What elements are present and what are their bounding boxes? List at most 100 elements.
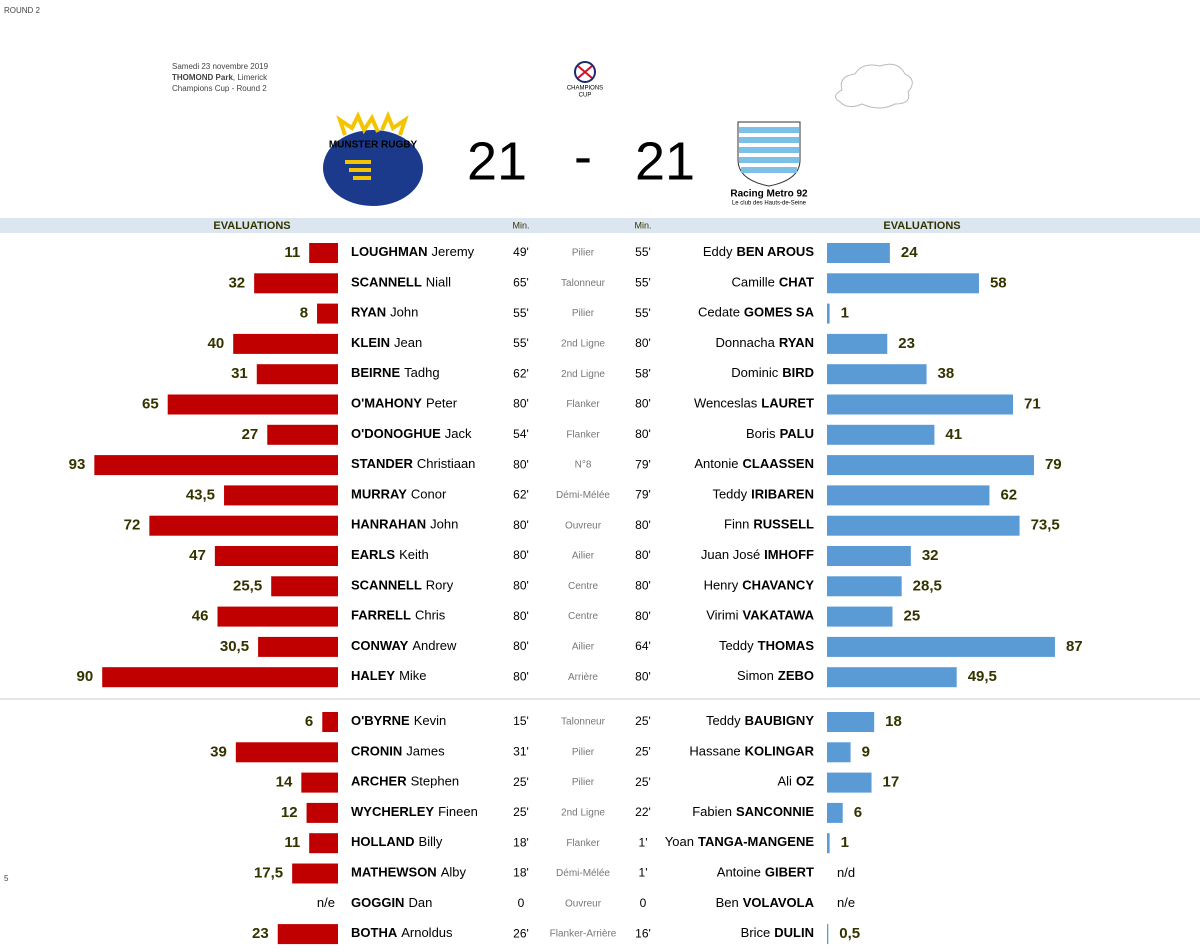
home-player-name: SCANNELL Niall — [351, 275, 451, 290]
rating-bar — [827, 833, 830, 854]
rating-label: 12 — [281, 804, 298, 821]
first-name: Rory — [426, 578, 454, 593]
weather-icon — [835, 63, 913, 109]
rating-bar — [827, 772, 872, 793]
first-name: Keith — [399, 547, 429, 562]
rating-label: 72 — [124, 517, 141, 534]
first-name: Boris — [746, 426, 776, 441]
first-name: Jeremy — [432, 244, 475, 259]
rating-bar — [827, 802, 843, 823]
last-name: CHAT — [779, 275, 814, 290]
last-name: KOLINGAR — [745, 744, 815, 759]
first-name: John — [390, 305, 418, 320]
rating-bar — [317, 303, 338, 324]
position: Ailier — [572, 551, 595, 562]
minutes: 64' — [635, 639, 651, 653]
venue-city: , Limerick — [233, 73, 268, 82]
minutes: 80' — [513, 548, 529, 562]
rating-label: 31 — [231, 365, 248, 382]
last-name: LAURET — [761, 396, 814, 411]
minutes: 55' — [635, 275, 651, 289]
competition: Champions Cup - Round 2 — [172, 84, 267, 93]
rating-bar — [322, 712, 338, 732]
home-player-name: STANDER Christiaan — [351, 457, 475, 472]
minutes: 80' — [635, 427, 651, 441]
rating-label: 58 — [990, 274, 1007, 291]
column-header: Min. — [512, 220, 529, 230]
home-logo-text: MUNSTER RUGBY — [329, 140, 418, 151]
first-name: Juan José — [701, 547, 760, 562]
first-name: James — [406, 744, 445, 759]
first-name: Cedate — [698, 305, 740, 320]
away-player-name: Cedate GOMES SA — [698, 305, 815, 320]
rating-label: n/e — [317, 895, 335, 910]
rating-label: 17 — [883, 774, 900, 791]
position: Talonneur — [561, 278, 606, 289]
last-name: MURRAY — [351, 487, 407, 502]
minutes: 80' — [513, 609, 529, 623]
last-name: PALU — [780, 426, 814, 441]
first-name: Alby — [441, 865, 467, 880]
minutes: 80' — [635, 336, 651, 350]
position: Pilier — [572, 747, 595, 758]
rating-bar — [309, 243, 338, 263]
rating-label: 41 — [945, 426, 962, 443]
last-name: O'MAHONY — [351, 396, 422, 411]
position: Centre — [568, 581, 598, 592]
first-name: John — [430, 517, 458, 532]
last-name: BOTHA — [351, 926, 398, 941]
last-name: HOLLAND — [351, 835, 415, 850]
minutes: 62' — [513, 488, 529, 502]
away-player-name: Teddy IRIBAREN — [712, 487, 814, 502]
rating-label: 9 — [862, 743, 870, 760]
rating-bar — [149, 515, 338, 536]
away-player-name: Wenceslas LAURET — [694, 396, 814, 411]
rating-label: 30,5 — [220, 638, 249, 655]
rating-label: 87 — [1066, 638, 1083, 655]
last-name: RUSSELL — [753, 517, 814, 532]
rating-bar — [827, 742, 851, 763]
rating-bar — [827, 712, 875, 732]
home-player-name: CONWAY Andrew — [351, 638, 457, 653]
last-name: TANGA-MANGENE — [698, 835, 814, 850]
rating-label: 27 — [242, 426, 259, 443]
last-name: GOGGIN — [351, 895, 404, 910]
position: Flanker — [566, 399, 600, 410]
last-name: MATHEWSON — [351, 865, 437, 880]
minutes: 80' — [513, 578, 529, 592]
home-player-name: WYCHERLEY Fineen — [351, 804, 478, 819]
rating-label: 28,5 — [913, 577, 942, 594]
last-name: IMHOFF — [764, 547, 814, 562]
position: Ouvreur — [565, 520, 602, 531]
first-name: Christiaan — [417, 457, 476, 472]
rating-label: 47 — [189, 547, 206, 564]
last-name: CRONIN — [351, 744, 402, 759]
position: Talonneur — [561, 717, 606, 728]
home-player-name: SCANNELL Rory — [351, 578, 454, 593]
home-player-name: GOGGIN Dan — [351, 895, 432, 910]
first-name: Finn — [724, 517, 749, 532]
position: Pilier — [572, 248, 595, 259]
last-name: DULIN — [774, 926, 814, 941]
position: 2nd Ligne — [561, 339, 605, 350]
rating-bar — [301, 772, 338, 793]
first-name: Fineen — [438, 804, 478, 819]
rating-label: 90 — [77, 668, 94, 685]
away-player-name: Fabien SANCONNIE — [692, 804, 814, 819]
away-player-name: Simon ZEBO — [737, 669, 814, 684]
home-logo: MUNSTER RUGBY — [323, 110, 423, 206]
first-name: Conor — [411, 487, 447, 502]
away-logo-text: Racing Metro 92 — [730, 189, 808, 200]
minutes: 79' — [635, 457, 651, 471]
position: Pilier — [572, 308, 595, 319]
minutes: 80' — [513, 639, 529, 653]
rating-label: 32 — [228, 274, 245, 291]
minutes: 62' — [513, 366, 529, 380]
last-name: BEIRNE — [351, 366, 400, 381]
minutes: 80' — [635, 548, 651, 562]
rating-bar — [214, 546, 338, 566]
first-name: Henry — [704, 578, 739, 593]
first-name: Virimi — [706, 608, 738, 623]
away-player-name: Camille CHAT — [732, 275, 815, 290]
rating-bar — [827, 455, 1034, 476]
